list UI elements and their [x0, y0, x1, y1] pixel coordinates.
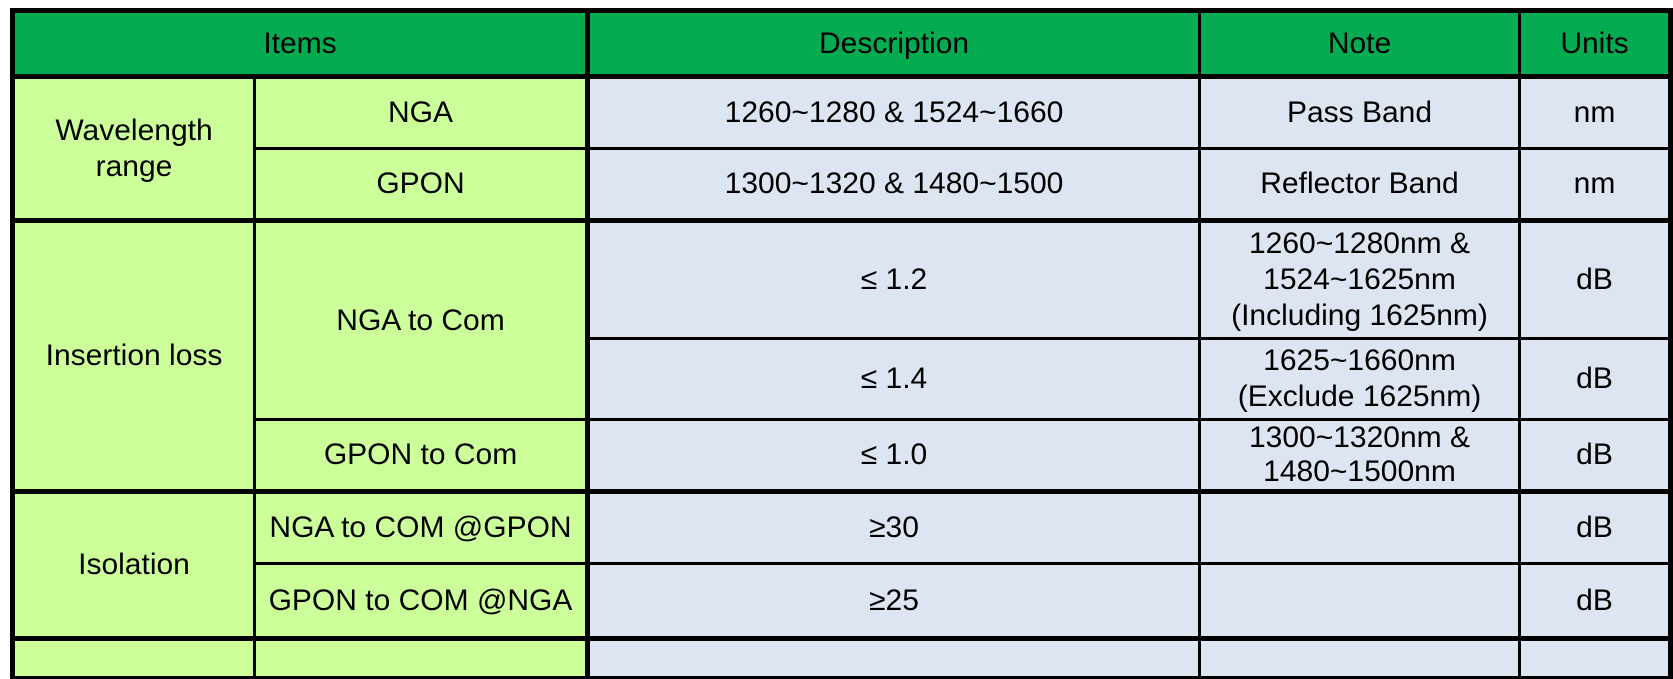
row-partial-bottom: [11, 637, 1672, 679]
row-insertion-nga-1: Insertion loss NGA to Com ≤ 1.2 1260~128…: [11, 219, 1672, 494]
cell-partial-item: [253, 637, 589, 679]
cell-note-gpon: Reflector Band: [1198, 147, 1521, 223]
optical-spec-table: Items Description Note Units Wavelength …: [10, 8, 1673, 679]
cell-desc-iso-1: ≥30: [585, 490, 1201, 565]
cell-note-iso-2: [1198, 562, 1521, 641]
cell-partial-desc: [585, 637, 1201, 679]
row-isolation-1: Isolation NGA to COM @GPON ≥30 dB: [11, 490, 1672, 641]
cell-units-gpon: nm: [1518, 147, 1672, 223]
cell-group-insertion-loss: Insertion loss: [11, 219, 256, 494]
table-header-row: Items Description Note Units: [11, 9, 1672, 79]
cell-desc-il-3: ≤ 1.0: [585, 418, 1201, 494]
cell-item-nga-to-com: NGA to Com: [253, 219, 589, 421]
header-description: Description: [585, 9, 1201, 79]
cell-units-iso-2: dB: [1518, 562, 1672, 641]
row-insertion-gpon: GPON to Com ≤ 1.0 1300~1320nm & 1480~150…: [13, 418, 1672, 494]
row-wavelength-nga: Wavelength range NGA 1260~1280 & 1524~16…: [11, 75, 1672, 223]
cell-units-nga: nm: [1518, 75, 1672, 150]
row-isolation-2: GPON to COM @NGA ≥25 dB: [13, 562, 1672, 641]
cell-item-gpon-to-com: GPON to Com: [253, 418, 589, 494]
cell-desc-gpon: 1300~1320 & 1480~1500: [585, 147, 1201, 223]
cell-note-il-1: 1260~1280nm & 1524~1625nm (Including 162…: [1198, 219, 1521, 340]
cell-desc-il-1: ≤ 1.2: [585, 219, 1201, 340]
header-items: Items: [11, 9, 589, 79]
cell-group-wavelength-range: Wavelength range: [11, 75, 256, 223]
header-note: Note: [1198, 9, 1521, 79]
cell-partial-units: [1518, 637, 1672, 679]
cell-item-gpon: GPON: [253, 147, 589, 223]
cell-item-nga-to-com-at-gpon: NGA to COM @GPON: [253, 490, 589, 565]
cell-units-iso-1: dB: [1518, 490, 1672, 565]
cell-units-il-3: dB: [1518, 418, 1672, 494]
cell-partial-note: [1198, 637, 1521, 679]
cell-item-nga: NGA: [253, 75, 589, 150]
cell-note-il-3: 1300~1320nm & 1480~1500nm: [1198, 418, 1521, 494]
cell-desc-iso-2: ≥25: [585, 562, 1201, 641]
cell-desc-nga: 1260~1280 & 1524~1660: [585, 75, 1201, 150]
cell-note-nga: Pass Band: [1198, 75, 1521, 150]
row-wavelength-gpon: GPON 1300~1320 & 1480~1500 Reflector Ban…: [13, 147, 1672, 223]
cell-group-isolation: Isolation: [11, 490, 256, 641]
cell-partial-group: [11, 637, 256, 679]
cell-units-il-1: dB: [1518, 219, 1672, 340]
row-insertion-nga-2: ≤ 1.4 1625~1660nm (Exclude 1625nm) dB: [13, 337, 1672, 421]
cell-note-il-2: 1625~1660nm (Exclude 1625nm): [1198, 337, 1521, 421]
cell-desc-il-2: ≤ 1.4: [585, 337, 1201, 421]
cell-item-gpon-to-com-at-nga: GPON to COM @NGA: [253, 562, 589, 641]
header-units: Units: [1518, 9, 1672, 79]
cell-note-iso-1: [1198, 490, 1521, 565]
cell-units-il-2: dB: [1518, 337, 1672, 421]
